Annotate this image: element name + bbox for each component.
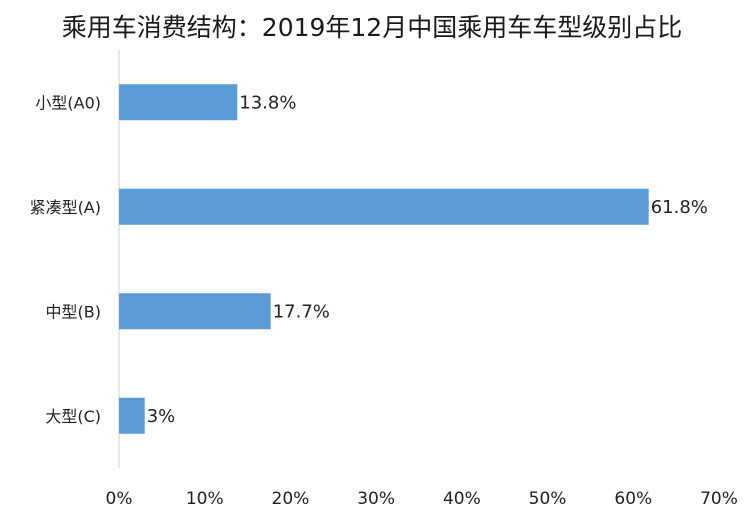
category-labels: 小型(A0) 紧凑型(A) 中型(B) 大型(C) (30, 93, 101, 426)
bar-3 (119, 397, 145, 434)
data-label-0: 13.8% (239, 92, 296, 113)
x-tick-label-2: 20% (272, 489, 310, 509)
x-tick-label-1: 10% (186, 489, 224, 509)
category-label-1: 紧凑型(A) (30, 198, 101, 217)
bars-group (119, 84, 649, 434)
data-label-2: 17.7% (273, 301, 330, 322)
chart-title: 乘用车消费结构：2019年12月中国乘用车车型级别占比 (61, 13, 683, 42)
data-label-1: 61.8% (651, 197, 708, 218)
x-tick-label-0: 0% (106, 489, 133, 509)
bar-0 (119, 84, 238, 121)
data-label-3: 3% (147, 406, 176, 427)
x-tick-label-7: 70% (700, 489, 738, 509)
category-label-2: 中型(B) (46, 302, 101, 321)
x-tick-label-3: 30% (357, 489, 395, 509)
bar-2 (119, 293, 271, 330)
category-label-3: 大型(C) (45, 407, 101, 426)
x-tick-label-5: 50% (529, 489, 567, 509)
x-tick-labels: 0% 10% 20% 30% 40% 50% 60% 70% (106, 489, 738, 509)
bar-1 (119, 188, 649, 225)
x-tick-label-4: 40% (443, 489, 481, 509)
category-label-0: 小型(A0) (35, 93, 101, 112)
x-tick-label-6: 60% (614, 489, 652, 509)
data-labels: 13.8% 61.8% 17.7% 3% (147, 92, 708, 427)
